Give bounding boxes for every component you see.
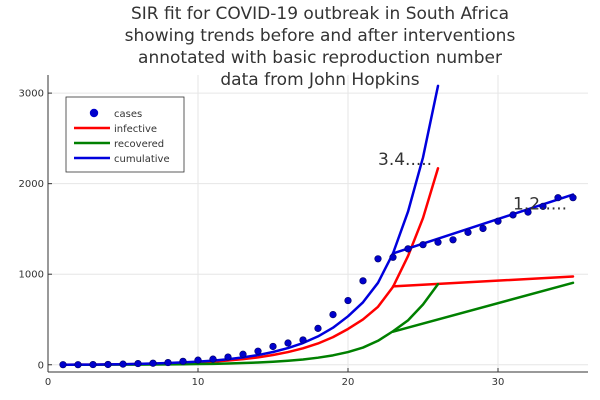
annotation-1: 3.4.....: [378, 150, 432, 170]
annotation-2: 1.2.....: [513, 195, 567, 215]
y-tick-label: 0: [38, 360, 44, 371]
axes: 0 10 20 30 0 1000 2000 3000: [19, 75, 588, 388]
legend-marker-cases: [89, 108, 99, 118]
series-point-cases: [284, 339, 292, 347]
series-point-cases: [74, 361, 82, 369]
series-point-cases: [254, 347, 262, 355]
title-line-1: SIR fit for COVID-19 outbreak in South A…: [131, 4, 509, 24]
series-point-cases: [164, 358, 172, 367]
chart-title: SIR fit for COVID-19 outbreak in South A…: [125, 4, 516, 90]
series-point-cases: [314, 324, 322, 332]
title-line-4: data from John Hopkins: [220, 70, 419, 90]
x-tick-label: 0: [45, 377, 51, 388]
series-point-cases: [464, 228, 472, 236]
series-line-recovered_after: [391, 281, 575, 333]
legend-entry-cumulative: cumulative: [74, 154, 170, 165]
series-point-cases: [509, 211, 517, 219]
series-point-cases: [104, 360, 112, 369]
series-line-infective_after: [391, 275, 575, 288]
series-point-cases: [449, 236, 457, 244]
legend-label-cumulative: cumulative: [114, 154, 170, 165]
series-point-cases: [179, 357, 187, 365]
legend-entry-infective: infective: [74, 124, 157, 135]
x-tick-label: 20: [342, 377, 355, 388]
series-point-cases: [59, 361, 67, 369]
series-point-cases: [494, 217, 502, 225]
legend-label-recovered: recovered: [114, 139, 164, 150]
series-point-cases: [479, 224, 487, 233]
series-point-cases: [209, 355, 217, 363]
plot-series: [59, 84, 577, 369]
series-point-cases: [119, 360, 127, 368]
y-tick-label: 2000: [19, 179, 44, 190]
annotations: 3.4..... 1.2.....: [378, 150, 567, 214]
series-point-cases: [524, 208, 532, 216]
series-point-cases: [434, 238, 442, 246]
series-point-cases: [554, 194, 562, 202]
series-point-cases: [344, 296, 352, 305]
y-tick-label: 3000: [19, 89, 44, 100]
legend-entry-recovered: recovered: [74, 139, 164, 150]
series-point-cases: [389, 253, 397, 261]
series-point-cases: [359, 277, 367, 285]
series-point-cases: [419, 241, 427, 249]
series-point-cases: [194, 356, 202, 364]
series-point-cases: [569, 194, 577, 202]
series-point-cases: [134, 359, 142, 368]
series-point-cases: [224, 353, 232, 361]
series-point-cases: [269, 342, 277, 351]
title-line-3: annotated with basic reproduction number: [138, 48, 502, 68]
x-tick-label: 30: [492, 377, 505, 388]
series-point-cases: [149, 359, 157, 367]
series-point-cases: [404, 245, 412, 253]
legend-label-cases: cases: [114, 109, 142, 120]
series-point-cases: [299, 336, 307, 344]
series-point-cases: [239, 350, 247, 358]
legend-label-infective: infective: [114, 124, 157, 135]
series-point-cases: [374, 255, 382, 263]
series-point-cases: [89, 360, 97, 369]
series-point-cases: [329, 310, 337, 319]
legend-entry-cases: cases: [89, 108, 142, 120]
title-line-2: showing trends before and after interven…: [125, 26, 516, 46]
x-tick-label: 10: [192, 377, 205, 388]
legend-box: [65, 96, 185, 173]
y-tick-label: 1000: [19, 270, 44, 281]
series-point-cases: [539, 202, 547, 210]
legend: cases infective recovered cumulative: [65, 96, 185, 173]
